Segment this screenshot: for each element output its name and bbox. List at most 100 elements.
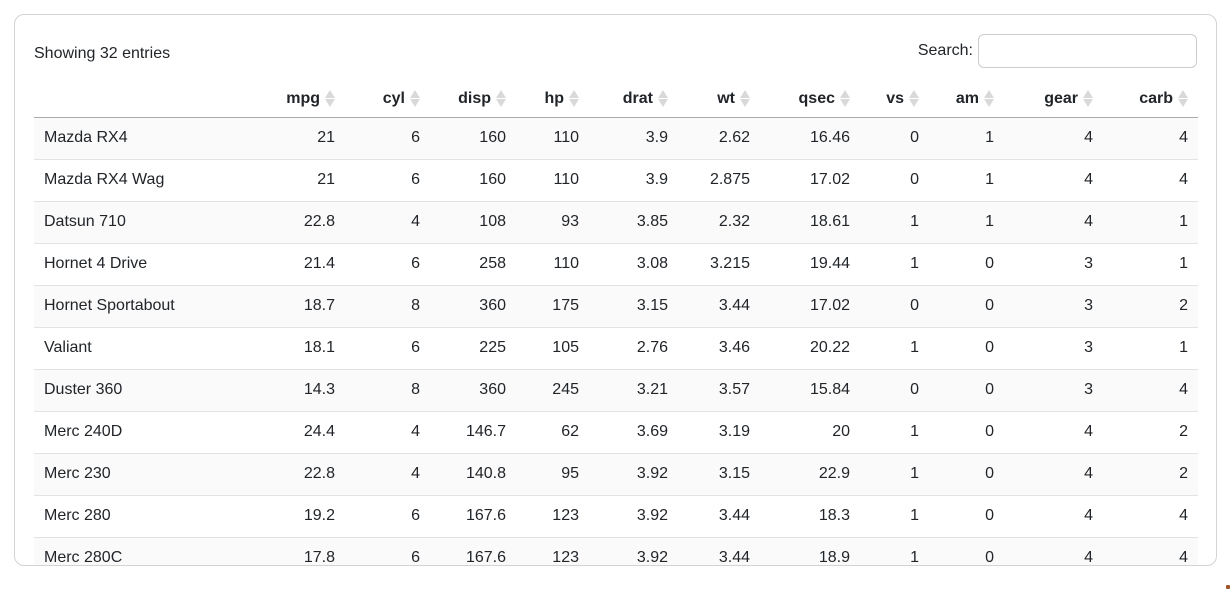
data-cell: 95 [516, 452, 589, 495]
data-cell: 3 [1004, 284, 1103, 327]
table-body: Mazda RX4 21 6 160 110 3.9 2.62 16.46 0 1 4 4 Mazda … [34, 117, 1198, 565]
data-cell: 2 [1103, 284, 1198, 327]
row-name-cell: Hornet 4 Drive [34, 242, 227, 285]
sort-icon [569, 90, 579, 108]
data-cell: 1 [1103, 326, 1198, 369]
data-cell: 2.76 [589, 326, 678, 369]
data-cell: 3.15 [678, 452, 760, 495]
row-name-cell: Hornet Sportabout [34, 284, 227, 327]
data-cell: 20 [760, 410, 860, 453]
data-cell: 3.57 [678, 368, 760, 411]
data-cell: 3.69 [589, 410, 678, 453]
data-cell: 18.61 [760, 200, 860, 243]
data-cell: 3.9 [645, 129, 668, 146]
data-cell: 3 [1004, 368, 1103, 411]
column-header-disp[interactable]: disp [430, 81, 516, 118]
data-cell: 19.2 [227, 494, 345, 537]
data-cell: 6 [345, 242, 430, 285]
row-name-cell: Merc 280 [34, 494, 227, 537]
column-header-label: gear [1044, 89, 1078, 107]
data-cell: 1 [860, 326, 929, 369]
data-cell: 110 [553, 129, 579, 146]
table-row: Mazda RX4 Wag 21 6 160 110 3.9 2.875 17.02 0 1 4 4 [34, 158, 1198, 201]
data-cell: 2 [1103, 452, 1198, 495]
data-cell: 62 [516, 410, 589, 453]
sort-icon [410, 90, 420, 108]
table-info: Showing 32 entries [34, 45, 171, 62]
data-cell: 360 [430, 284, 516, 327]
data-cell: 160 [430, 158, 516, 201]
column-header-vs[interactable]: vs [860, 81, 929, 118]
data-cell: 0 [910, 129, 919, 146]
column-header-wt[interactable]: wt [678, 81, 760, 118]
sort-icon [1178, 90, 1188, 108]
data-cell: 1 [860, 494, 929, 537]
data-cell: 6 [411, 129, 420, 146]
data-cell: 2.62 [718, 129, 750, 146]
column-header-rowname[interactable] [34, 81, 227, 118]
data-cell: 21.4 [227, 242, 345, 285]
data-cell: 140.8 [430, 452, 516, 495]
column-header-label: mpg [286, 89, 320, 107]
table-row: Datsun 710 22.8 4 108 93 3.85 2.32 18.61 1 1 4 1 [34, 200, 1198, 243]
table-row: Merc 240D 24.4 4 146.7 62 3.69 3.19 20 1 0 4 2 [34, 410, 1198, 453]
table-row: Mazda RX4 21 6 160 110 3.9 2.62 16.46 0 1 4 4 [34, 117, 1198, 159]
data-cell: 1 [860, 452, 929, 495]
data-cell: 123 [516, 494, 589, 537]
column-header-label: qsec [798, 89, 835, 107]
data-cell: 15.84 [760, 368, 860, 411]
data-cell: 0 [929, 452, 1004, 495]
column-header-gear[interactable]: gear [1004, 81, 1103, 118]
table-row: Duster 360 14.3 8 360 245 3.21 3.57 15.84 0 0 3 4 [34, 368, 1198, 411]
data-cell: 4 [1004, 158, 1103, 201]
data-cell: 146.7 [430, 410, 516, 453]
data-cell: 225 [430, 326, 516, 369]
data-cell: 0 [929, 410, 1004, 453]
sort-icon [658, 90, 668, 108]
data-cell: 22.9 [760, 452, 860, 495]
data-cell: 18.3 [760, 494, 860, 537]
data-cell: 4 [345, 200, 430, 243]
data-cell: 6 [345, 536, 430, 565]
column-header-hp[interactable]: hp [516, 81, 589, 118]
data-cell: 110 [516, 158, 589, 201]
row-name-cell: Duster 360 [34, 368, 227, 411]
data-cell: 4 [1103, 536, 1198, 565]
data-cell: 3.44 [678, 494, 760, 537]
column-header-drat[interactable]: drat [589, 81, 678, 118]
column-header-am[interactable]: am [929, 81, 1004, 118]
sort-icon [496, 90, 506, 108]
data-cell: 2 [1103, 410, 1198, 453]
data-cell: 8 [345, 368, 430, 411]
sort-icon [1083, 90, 1093, 108]
column-header-label: am [955, 89, 979, 107]
data-cell: 245 [516, 368, 589, 411]
data-cell: 3.92 [589, 452, 678, 495]
column-header-mpg[interactable]: mpg [227, 81, 345, 118]
data-cell: 3.44 [678, 536, 760, 565]
data-cell: 3.44 [678, 284, 760, 327]
search-control: Search: [918, 34, 1197, 68]
column-header-cyl[interactable]: cyl [345, 81, 430, 118]
column-header-label: cyl [382, 89, 405, 107]
search-label: Search: [917, 42, 973, 59]
data-cell: 3.15 [589, 284, 678, 327]
data-cell: 17.8 [227, 536, 345, 565]
data-cell: 4 [1103, 368, 1198, 411]
table-controls: Showing 32 entries Search: [34, 31, 1197, 71]
sort-icon [984, 90, 994, 108]
datatable-card: Showing 32 entries Search: mpg cyl disp hp d… [14, 14, 1217, 566]
column-header-label: hp [544, 89, 564, 107]
column-header-qsec[interactable]: qsec [760, 81, 860, 118]
row-name-cell: Mazda RX4 Wag [34, 158, 227, 201]
table-row: Hornet Sportabout 18.7 8 360 175 3.15 3.44 17.0… [34, 284, 1198, 327]
column-header-carb[interactable]: carb [1103, 81, 1198, 118]
row-name-cell: Merc 280C [34, 536, 227, 565]
data-cell: 24.4 [227, 410, 345, 453]
data-cell: 0 [929, 368, 1004, 411]
sort-icon [840, 90, 850, 108]
table-row: Hornet 4 Drive 21.4 6 258 110 3.08 3.215 19.44 1… [34, 242, 1198, 285]
data-cell: 16.46 [809, 129, 850, 146]
search-input[interactable] [978, 34, 1197, 68]
data-cell: 0 [929, 326, 1004, 369]
